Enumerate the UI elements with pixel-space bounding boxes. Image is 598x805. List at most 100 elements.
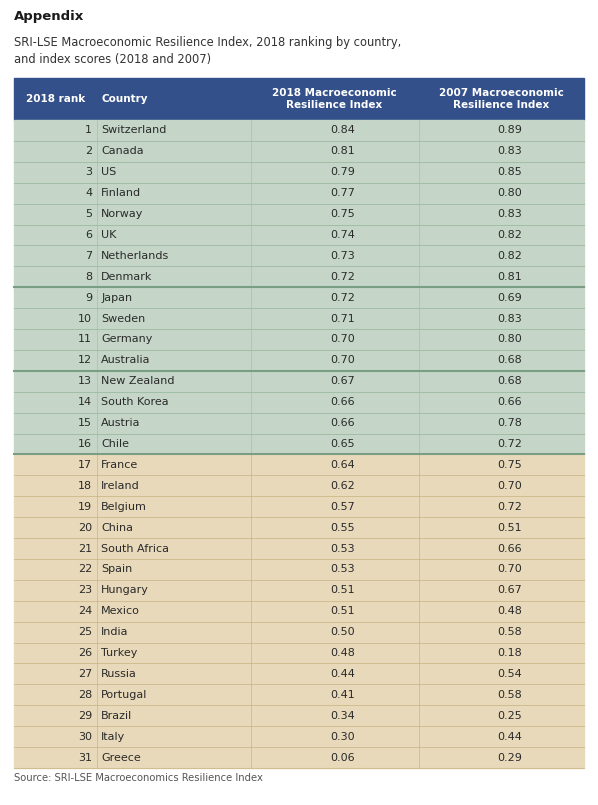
Text: 0.50: 0.50 <box>331 627 355 637</box>
Bar <box>14 78 584 120</box>
Text: Portugal: Portugal <box>101 690 148 700</box>
Text: India: India <box>101 627 129 637</box>
Text: 0.53: 0.53 <box>331 564 355 575</box>
Text: 0.25: 0.25 <box>498 711 522 720</box>
Text: 0.34: 0.34 <box>331 711 355 720</box>
Bar <box>14 204 584 225</box>
Text: Ireland: Ireland <box>101 481 140 491</box>
Text: 0.67: 0.67 <box>498 585 522 596</box>
Text: 0.70: 0.70 <box>331 335 355 345</box>
Text: 2007 Macroeconomic
Resilience Index: 2007 Macroeconomic Resilience Index <box>439 88 564 110</box>
Text: 23: 23 <box>78 585 92 596</box>
Bar <box>14 663 584 684</box>
Text: 0.84: 0.84 <box>331 126 355 135</box>
Text: Italy: Italy <box>101 732 126 741</box>
Text: UK: UK <box>101 230 117 240</box>
Text: 2018 rank: 2018 rank <box>26 94 85 104</box>
Text: SRI-LSE Macroeconomic Resilience Index, 2018 ranking by country,
and index score: SRI-LSE Macroeconomic Resilience Index, … <box>14 36 401 66</box>
Text: New Zealand: New Zealand <box>101 376 175 386</box>
Text: 0.75: 0.75 <box>331 209 355 219</box>
Text: 9: 9 <box>85 293 92 303</box>
Text: 4: 4 <box>85 188 92 198</box>
Text: China: China <box>101 522 133 533</box>
Text: 0.70: 0.70 <box>498 481 522 491</box>
Text: 5: 5 <box>85 209 92 219</box>
Text: Switzerland: Switzerland <box>101 126 167 135</box>
Text: 31: 31 <box>78 753 92 762</box>
Text: 0.64: 0.64 <box>331 460 355 470</box>
Text: 0.67: 0.67 <box>331 376 355 386</box>
Text: Appendix: Appendix <box>14 10 84 23</box>
Text: 0.48: 0.48 <box>331 648 355 658</box>
Text: 0.71: 0.71 <box>331 314 355 324</box>
Text: 6: 6 <box>85 230 92 240</box>
Text: France: France <box>101 460 139 470</box>
Text: Source: SRI-LSE Macroeconomics Resilience Index: Source: SRI-LSE Macroeconomics Resilienc… <box>14 773 263 782</box>
Text: 12: 12 <box>78 355 92 365</box>
Bar <box>14 601 584 621</box>
Text: 0.29: 0.29 <box>497 753 522 762</box>
Text: 16: 16 <box>78 439 92 449</box>
Text: 1: 1 <box>85 126 92 135</box>
Bar <box>14 705 584 726</box>
Text: 0.51: 0.51 <box>331 585 355 596</box>
Text: 0.83: 0.83 <box>498 314 522 324</box>
Bar <box>14 162 584 183</box>
Text: 0.53: 0.53 <box>331 543 355 554</box>
Text: 0.81: 0.81 <box>331 147 355 156</box>
Text: 0.70: 0.70 <box>498 564 522 575</box>
Text: 0.44: 0.44 <box>497 732 522 741</box>
Bar <box>14 517 584 538</box>
Text: 0.89: 0.89 <box>497 126 522 135</box>
Bar <box>14 329 584 350</box>
Text: 18: 18 <box>78 481 92 491</box>
Text: 10: 10 <box>78 314 92 324</box>
Text: Netherlands: Netherlands <box>101 251 169 261</box>
Text: 0.66: 0.66 <box>498 543 522 554</box>
Text: 0.58: 0.58 <box>498 690 522 700</box>
Bar <box>14 684 584 705</box>
Text: 24: 24 <box>78 606 92 616</box>
Bar <box>14 350 584 371</box>
Text: 0.58: 0.58 <box>498 627 522 637</box>
Text: 0.68: 0.68 <box>498 376 522 386</box>
Text: 0.73: 0.73 <box>331 251 355 261</box>
Text: 17: 17 <box>78 460 92 470</box>
Bar <box>14 621 584 642</box>
Text: Country: Country <box>101 94 148 104</box>
Text: 0.57: 0.57 <box>331 502 355 512</box>
Text: Russia: Russia <box>101 669 137 679</box>
Text: 0.65: 0.65 <box>331 439 355 449</box>
Text: 26: 26 <box>78 648 92 658</box>
Text: 0.30: 0.30 <box>331 732 355 741</box>
Text: 0.72: 0.72 <box>497 439 522 449</box>
Text: 0.75: 0.75 <box>498 460 522 470</box>
Text: 25: 25 <box>78 627 92 637</box>
Bar <box>14 287 584 308</box>
Text: 0.66: 0.66 <box>498 397 522 407</box>
Text: Denmark: Denmark <box>101 272 152 282</box>
Bar <box>14 266 584 287</box>
Text: 0.83: 0.83 <box>498 209 522 219</box>
Text: 20: 20 <box>78 522 92 533</box>
Text: Sweden: Sweden <box>101 314 145 324</box>
Text: US: US <box>101 167 117 177</box>
Text: South Korea: South Korea <box>101 397 169 407</box>
Text: Brazil: Brazil <box>101 711 133 720</box>
Bar <box>14 392 584 413</box>
Text: 0.06: 0.06 <box>331 753 355 762</box>
Text: Japan: Japan <box>101 293 132 303</box>
Text: Finland: Finland <box>101 188 141 198</box>
Text: Austria: Austria <box>101 418 141 428</box>
Bar <box>14 747 584 768</box>
Text: Mexico: Mexico <box>101 606 140 616</box>
Text: 21: 21 <box>78 543 92 554</box>
Bar <box>14 413 584 434</box>
Text: 13: 13 <box>78 376 92 386</box>
Text: 0.80: 0.80 <box>498 188 522 198</box>
Text: South Africa: South Africa <box>101 543 169 554</box>
Text: 11: 11 <box>78 335 92 345</box>
Text: 2018 Macroeconomic
Resilience Index: 2018 Macroeconomic Resilience Index <box>272 88 397 110</box>
Bar <box>14 559 584 580</box>
Text: 0.41: 0.41 <box>331 690 355 700</box>
